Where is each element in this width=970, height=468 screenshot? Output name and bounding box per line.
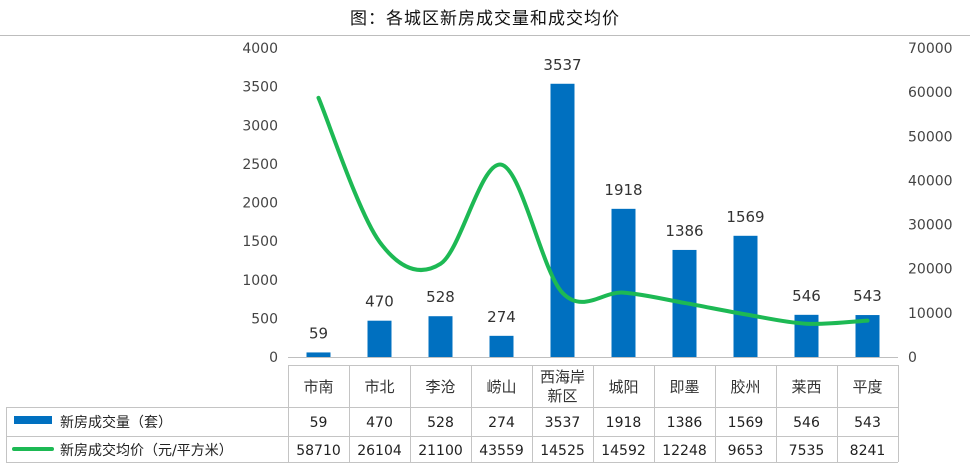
- category-label-9: 平度: [852, 378, 882, 396]
- bar-value-label-6: 1386: [665, 222, 703, 240]
- bar-value-label-3: 274: [487, 308, 516, 326]
- bar-4: [550, 83, 575, 357]
- table-price-0: 58710: [296, 443, 341, 459]
- table-volume-2: 528: [427, 415, 454, 431]
- right-axis-tick-1: 10000: [908, 306, 953, 322]
- bar-2: [428, 316, 453, 357]
- table-price-2: 21100: [418, 443, 463, 459]
- legend-label-volume: 新房成交量（套）: [60, 414, 172, 431]
- table-price-1: 26104: [357, 443, 402, 459]
- right-axis-tick-4: 40000: [908, 173, 953, 189]
- category-label-6: 即墨: [669, 378, 699, 396]
- table-volume-5: 1918: [606, 415, 642, 431]
- table-price-7: 9653: [728, 443, 764, 459]
- table-price-5: 14592: [601, 443, 646, 459]
- table-price-6: 12248: [662, 443, 707, 459]
- bar-value-label-2: 528: [426, 288, 455, 306]
- left-axis-tick-6: 3000: [242, 118, 278, 134]
- right-axis-tick-0: 0: [908, 350, 917, 366]
- table-volume-7: 1569: [728, 415, 764, 431]
- legend-label-price: 新房成交均价（元/平方米）: [60, 442, 233, 459]
- category-label-2: 李沧: [425, 378, 455, 396]
- category-label-0: 市南: [303, 378, 333, 396]
- left-axis-tick-2: 1000: [242, 273, 278, 289]
- right-axis-tick-6: 60000: [908, 85, 953, 101]
- bar-value-label-0: 59: [309, 324, 328, 342]
- right-axis-tick-3: 30000: [908, 218, 953, 234]
- table-volume-3: 274: [488, 415, 515, 431]
- category-label-4: 西海岸新区: [540, 368, 585, 405]
- bar-3: [489, 335, 514, 357]
- bar-0: [306, 352, 331, 357]
- left-axis-tick-7: 3500: [242, 80, 278, 96]
- right-axis-tick-5: 50000: [908, 129, 953, 145]
- left-axis-tick-0: 0: [269, 350, 278, 366]
- table-price-9: 8241: [850, 443, 886, 459]
- left-axis-tick-3: 1500: [242, 234, 278, 250]
- bar-5: [611, 208, 636, 357]
- bar-7: [733, 235, 758, 357]
- bar-value-label-4: 3537: [543, 56, 581, 74]
- table-volume-8: 546: [793, 415, 820, 431]
- right-axis-tick-7: 70000: [908, 41, 953, 57]
- table-volume-6: 1386: [667, 415, 703, 431]
- bar-1: [367, 320, 392, 357]
- right-axis-tick-2: 20000: [908, 262, 953, 278]
- bar-value-label-1: 470: [365, 293, 394, 311]
- left-axis-tick-1: 500: [251, 311, 278, 327]
- left-axis-tick-8: 4000: [242, 41, 278, 57]
- price-line: [316, 95, 870, 326]
- table-price-8: 7535: [789, 443, 825, 459]
- bar-value-label-8: 546: [792, 287, 821, 305]
- legend-key-volume: [14, 416, 52, 424]
- table-volume-4: 3537: [545, 415, 581, 431]
- bar-value-label-7: 1569: [726, 208, 764, 226]
- category-label-8: 莱西: [791, 378, 821, 396]
- left-axis-tick-4: 2000: [242, 196, 278, 212]
- category-label-1: 市北: [364, 378, 394, 396]
- category-label-3: 崂山: [486, 378, 516, 396]
- table-price-4: 14525: [540, 443, 585, 459]
- table-volume-1: 470: [366, 415, 393, 431]
- bar-value-label-9: 543: [853, 287, 882, 305]
- category-label-7: 胶州: [730, 378, 760, 396]
- bar-value-label-5: 1918: [604, 181, 642, 199]
- left-axis-tick-5: 2500: [242, 157, 278, 173]
- table-price-3: 43559: [479, 443, 524, 459]
- title-divider: [0, 35, 970, 36]
- table-volume-9: 543: [854, 415, 881, 431]
- chart-title: 图：各城区新房成交量和成交均价: [350, 9, 620, 29]
- table-volume-0: 59: [310, 415, 328, 431]
- category-label-5: 城阳: [608, 378, 638, 396]
